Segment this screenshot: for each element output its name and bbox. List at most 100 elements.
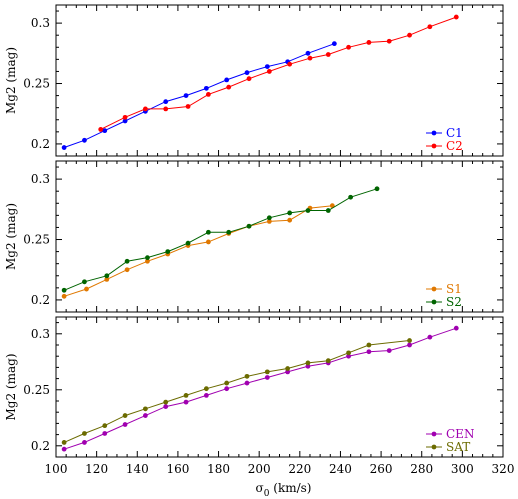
data-point-c2	[98, 127, 104, 132]
x-tick-label: 240	[329, 462, 352, 476]
series-line-c1	[63, 43, 335, 148]
data-point-sat	[264, 369, 270, 375]
y-tick-label: 0.25	[23, 383, 50, 397]
data-point-s2	[246, 223, 252, 229]
data-point-s2	[82, 279, 87, 285]
y-tick-label: 0.3	[31, 16, 50, 30]
data-point-s2	[61, 287, 67, 293]
data-point-c2	[143, 106, 148, 112]
data-point-c2	[407, 32, 412, 38]
data-point-cen	[102, 431, 108, 436]
data-point-sat	[325, 358, 331, 364]
data-point-s1	[145, 258, 150, 264]
data-point-c2	[163, 106, 169, 112]
data-point-cen	[143, 413, 148, 418]
series-sat	[61, 338, 412, 445]
data-point-c1	[203, 85, 209, 91]
data-point-c2	[325, 52, 331, 57]
data-point-cen	[224, 386, 230, 392]
data-point-cen	[366, 349, 372, 355]
data-point-c2	[307, 55, 313, 61]
data-point-s1	[266, 219, 272, 224]
data-point-c1	[244, 70, 250, 76]
data-point-c1	[163, 99, 169, 105]
data-point-sat	[305, 360, 311, 366]
data-point-s1	[84, 286, 89, 292]
data-point-s2	[226, 229, 232, 235]
data-point-c1	[82, 137, 87, 143]
data-point-cen	[264, 375, 270, 380]
x-tick-label: 280	[410, 462, 433, 476]
data-point-sat	[122, 413, 128, 418]
legend-label: SAT	[446, 440, 470, 454]
legend-label: CEN	[446, 427, 474, 441]
data-point-c2	[427, 24, 433, 30]
data-point-s2	[185, 240, 191, 246]
data-point-sat	[102, 423, 108, 429]
data-point-sat	[407, 338, 412, 343]
data-point-cen	[285, 369, 291, 375]
y-tick-label: 0.2	[31, 439, 50, 453]
legend-label: S1	[446, 282, 462, 296]
plot-frame	[55, 316, 504, 458]
data-point-s1	[61, 293, 67, 299]
data-point-s1	[104, 276, 110, 282]
x-tick-label: 140	[126, 462, 149, 476]
data-point-cen	[407, 342, 412, 348]
series-line-s1	[63, 205, 333, 297]
data-point-s2	[104, 273, 110, 279]
data-point-c1	[122, 118, 128, 124]
data-point-c2	[287, 61, 293, 67]
series-c1	[61, 41, 337, 150]
data-point-c1	[224, 77, 230, 83]
legend-marker	[431, 299, 437, 305]
legend-marker	[431, 143, 437, 149]
x-tick-label: 100	[45, 462, 68, 476]
x-tick-label: 260	[370, 462, 393, 476]
y-tick-label: 0.25	[23, 233, 50, 247]
x-tick-label: 120	[85, 462, 108, 476]
y-tick-label: 0.3	[31, 327, 50, 341]
data-point-sat	[82, 431, 87, 436]
legend-label: C2	[446, 139, 463, 153]
data-point-c2	[246, 76, 252, 82]
data-point-sat	[224, 380, 230, 386]
x-tick-label: 320	[492, 462, 515, 476]
data-point-c2	[185, 104, 191, 109]
data-point-c1	[183, 93, 189, 98]
data-point-c1	[264, 64, 270, 70]
data-point-c1	[305, 50, 311, 56]
x-tick-label: 180	[207, 462, 230, 476]
data-point-cen	[453, 325, 459, 331]
data-point-c2	[226, 84, 232, 90]
data-point-c2	[205, 91, 211, 97]
data-point-cen	[61, 446, 67, 452]
x-tick-label: 220	[288, 462, 311, 476]
x-axis-label: σ0 (km/s)	[256, 481, 312, 499]
data-point-s2	[325, 208, 331, 213]
data-point-sat	[203, 386, 209, 392]
y-tick-label: 0.25	[23, 77, 50, 91]
data-point-sat	[61, 440, 67, 445]
data-point-s2	[348, 194, 354, 200]
legend-entry-s2: S2	[426, 295, 462, 309]
data-point-cen	[244, 380, 250, 386]
series-s1	[61, 203, 335, 299]
legend-marker	[431, 130, 437, 136]
data-point-s2	[374, 186, 380, 192]
data-point-s2	[165, 249, 171, 255]
data-point-cen	[183, 399, 189, 405]
series-c2	[98, 14, 459, 132]
data-point-s2	[145, 255, 150, 261]
data-point-c2	[266, 69, 272, 74]
data-point-c2	[386, 38, 392, 44]
y-tick-label: 0.2	[31, 293, 50, 307]
data-point-sat	[163, 399, 169, 405]
data-point-s1	[205, 239, 211, 245]
x-tick-label: 160	[166, 462, 189, 476]
series-line-sat	[63, 340, 410, 443]
data-point-sat	[143, 406, 148, 412]
data-point-sat	[346, 350, 351, 356]
